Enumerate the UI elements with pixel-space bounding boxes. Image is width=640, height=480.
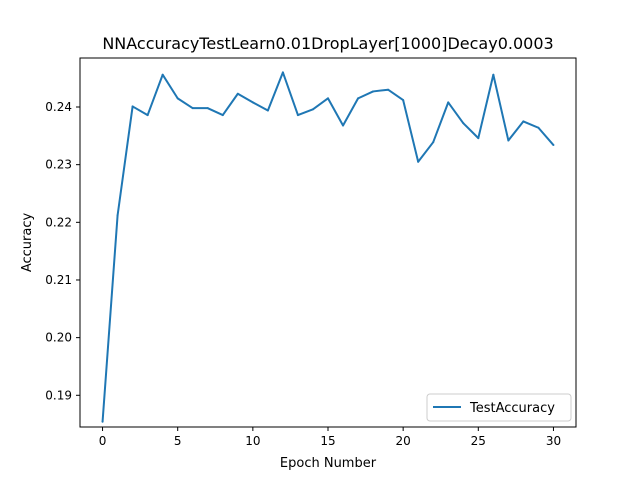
y-tick-label: 0.23 [45,158,72,172]
data-point [357,97,360,100]
data-point [342,124,345,127]
y-axis-label: Accuracy [20,213,35,273]
data-point [402,99,405,102]
data-point [251,101,254,104]
y-tick-label: 0.24 [45,100,72,114]
data-point [131,105,134,108]
data-point [146,114,149,117]
y-tick-label: 0.21 [45,273,72,287]
data-point [176,97,179,100]
data-point [101,420,104,423]
data-point [161,73,164,76]
plot-frame [79,57,577,428]
legend-label: TestAccuracy [469,401,555,416]
chart-title: NNAccuracyTestLearn0.01DropLayer[1000]De… [102,34,553,53]
x-tick-label: 15 [320,434,335,448]
data-point [552,144,555,147]
plot-area [80,58,576,427]
data-point [327,97,329,100]
y-tick-label: 0.19 [45,388,72,402]
tick-group: 0 5 10 15 20 25 30 0.19 0.20 0.21 0.22 0.23 0.24 [45,100,561,448]
x-axis-label: Epoch Number [280,456,377,471]
data-point [372,90,375,93]
y-tick-label: 0.20 [45,331,72,345]
data-point [492,73,495,76]
data-point [507,139,510,142]
x-tick-label: 20 [396,434,411,448]
data-point [522,120,525,123]
y-tick-label: 0.22 [45,215,72,229]
x-tick-label: 0 [99,434,107,448]
data-point [462,122,465,125]
data-point [206,107,209,110]
data-point [281,71,284,74]
data-point [116,214,119,217]
data-point [236,92,239,95]
data-point [417,160,420,163]
legend: TestAccuracy [426,393,572,422]
data-point [191,107,194,110]
x-tick-label: 5 [174,434,182,448]
data-point [296,114,299,117]
data-point [477,137,480,140]
data-point [387,88,390,91]
series-group [101,71,555,423]
x-tick-label: 25 [471,434,486,448]
x-tick-label: 30 [546,434,561,448]
legend-box [426,393,572,422]
data-point [221,114,224,117]
data-point [266,109,269,112]
data-point [447,101,450,104]
data-point [311,108,314,111]
x-tick-label: 10 [245,434,260,448]
data-point [537,126,540,129]
data-point [432,141,435,144]
